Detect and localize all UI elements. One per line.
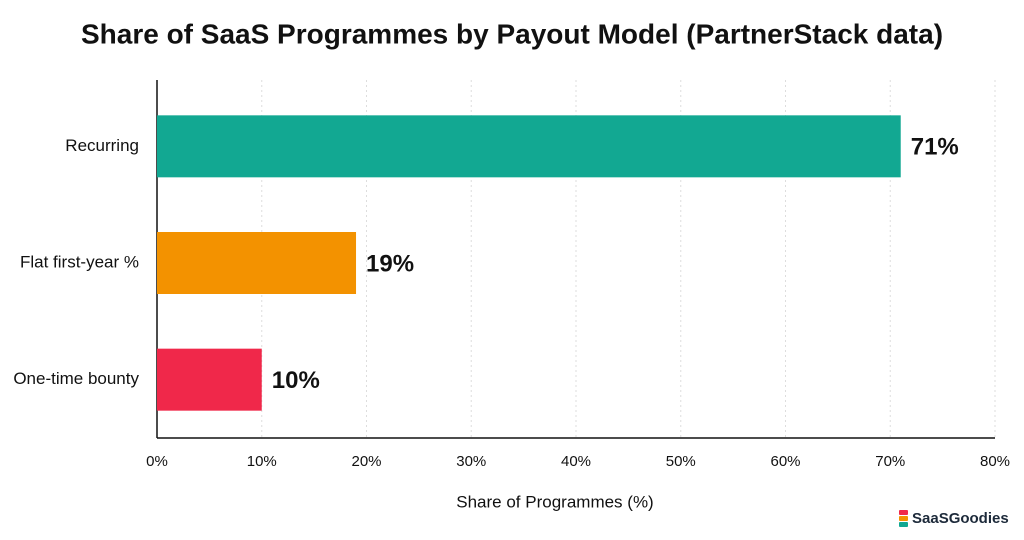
- logo-icon: [899, 522, 908, 527]
- chart-title: Share of SaaS Programmes by Payout Model…: [81, 18, 943, 49]
- y-tick-label: Flat first-year %: [20, 252, 139, 271]
- x-tick-label: 50%: [666, 453, 696, 470]
- x-axis-title: Share of Programmes (%): [456, 492, 653, 511]
- x-tick-label: 30%: [456, 453, 486, 470]
- x-tick-label: 0%: [146, 453, 168, 470]
- bar: [157, 232, 357, 294]
- x-tick-label: 60%: [770, 453, 800, 470]
- bar: [157, 348, 262, 411]
- x-tick-label: 10%: [247, 453, 277, 470]
- x-tick-label: 70%: [875, 453, 905, 470]
- x-tick-label: 20%: [351, 453, 381, 470]
- x-tick-label: 40%: [561, 453, 591, 470]
- logo-icon: [899, 510, 908, 515]
- logo: SaaSGoodies: [899, 510, 1009, 527]
- watermark: SaaSGoodies: [912, 510, 1009, 527]
- y-tick-label: Recurring: [65, 136, 139, 155]
- y-tick-label: One-time bounty: [13, 369, 139, 388]
- value-label: 71%: [911, 134, 959, 161]
- value-label: 19%: [366, 250, 414, 277]
- logo-icon: [899, 516, 908, 521]
- bar: [157, 115, 901, 178]
- x-tick-label: 80%: [980, 453, 1010, 470]
- value-label: 10%: [272, 367, 320, 394]
